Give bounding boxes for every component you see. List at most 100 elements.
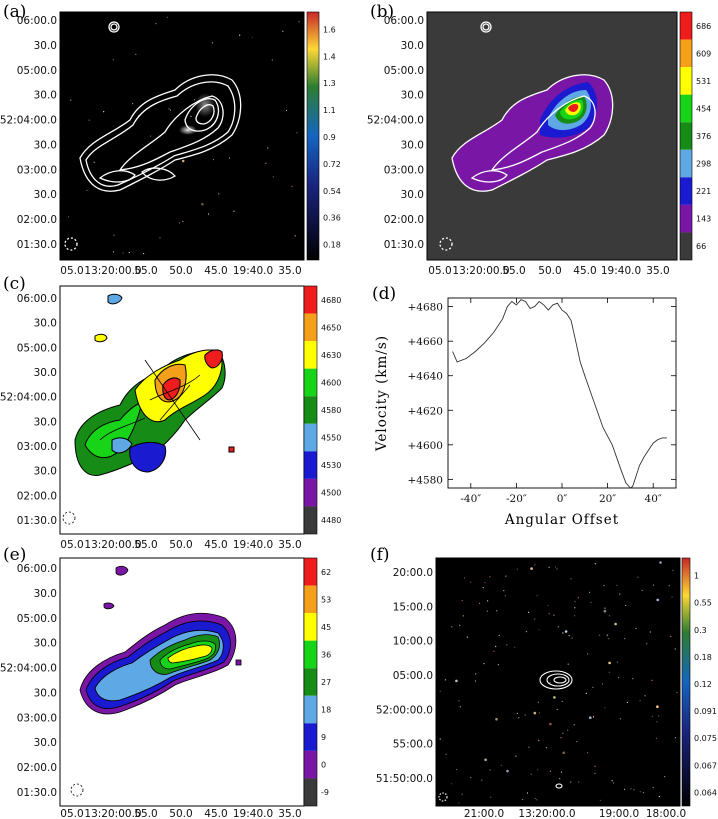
star-point: [475, 673, 477, 675]
star-point: [533, 711, 537, 715]
colorbar-segment: [304, 313, 317, 342]
star-point: [656, 705, 659, 708]
panel-label-e: (e): [3, 545, 27, 565]
y-tick-label: 03:00.0: [17, 164, 57, 176]
x-tick-label: 13:20:00.0: [452, 265, 509, 277]
colorbar-tick-label: 298: [696, 160, 711, 169]
star-point: [574, 615, 576, 617]
x-tick-label: 05.0: [60, 265, 83, 277]
x-tick-label: 40″: [645, 493, 662, 505]
panel-d-ylabel: Velocity (km/s): [374, 335, 390, 452]
y-tick-label: 01:30.0: [17, 515, 57, 527]
x-tick-label: 05.0: [60, 539, 83, 551]
star-point: [536, 595, 538, 597]
colorbar-segment: [304, 585, 317, 614]
star-point: [458, 802, 460, 804]
x-tick-label: 35.0: [278, 265, 301, 277]
star-point: [655, 737, 658, 739]
y-tick-label: 30.0: [34, 638, 57, 650]
colorbar-segment: [680, 232, 692, 260]
star-point: [181, 159, 185, 163]
y-tick-label: 30.0: [34, 189, 57, 201]
colorbar-segment: [304, 478, 317, 507]
colorbar-segment: [680, 12, 692, 40]
y-tick-label: 05:00.0: [17, 342, 57, 354]
star-point: [671, 596, 673, 598]
y-tick-label: 01:30.0: [17, 239, 57, 251]
star-point: [651, 679, 653, 681]
star-point: [534, 564, 536, 566]
star-point: [450, 783, 453, 785]
y-tick-label: 20:00.0: [393, 567, 433, 579]
star-point: [516, 568, 518, 570]
star-point: [539, 712, 541, 714]
star-point: [113, 234, 115, 236]
colorbar-segment: [304, 695, 317, 724]
y-tick-label: 30.0: [34, 139, 57, 151]
star-point: [632, 678, 634, 680]
star-point: [168, 108, 170, 110]
star-point: [503, 590, 505, 592]
y-tick-label: +4640: [407, 371, 443, 383]
colorbar-tick-label: 0.075: [694, 734, 717, 743]
panel-e: 62 53 45 36 27 18 9 0 -9 06:00.0 30.0 05:00.0 30.0 52…: [0, 557, 331, 819]
star-point: [150, 135, 152, 137]
y-tick-label: 06:00.0: [17, 15, 57, 27]
colorbar-tick-label: 0.067: [694, 761, 717, 770]
star-point: [179, 222, 181, 224]
colorbar-tick-label: 1.4: [323, 52, 336, 61]
colorbar-tick-label: 45: [321, 623, 331, 632]
star-point: [652, 584, 655, 586]
star-point: [623, 788, 626, 790]
panel-b: 686 609 531 454 376 298 221 143 66 06:00.0 30.0 05:…: [367, 11, 711, 277]
star-point: [155, 23, 157, 25]
x-tick-label: 05.0: [60, 808, 83, 819]
star-point: [128, 251, 130, 254]
colorbar-tick-label: 0.064: [694, 788, 717, 797]
colorbar-tick-label: 4530: [321, 461, 341, 470]
star-point: [614, 622, 617, 626]
x-tick-label: 19:40.0: [233, 265, 273, 277]
x-tick-label: 13:20:00.0: [84, 808, 141, 819]
star-point: [604, 607, 606, 609]
star-point: [537, 701, 540, 703]
x-tick-label: 0″: [557, 493, 568, 505]
star-point: [514, 646, 516, 648]
star-point: [67, 216, 70, 218]
star-point: [528, 611, 530, 613]
star-point: [265, 162, 267, 164]
y-tick-label: 30.0: [34, 318, 57, 330]
y-tick-label: +4660: [407, 336, 443, 348]
y-tick-label: 05:00.0: [384, 65, 424, 77]
star-point: [659, 561, 662, 564]
star-point: [594, 765, 596, 767]
star-point: [549, 770, 552, 772]
colorbar-segment: [680, 149, 692, 178]
star-point: [670, 635, 672, 638]
star-point: [490, 796, 492, 798]
x-tick-label: 55.0: [134, 265, 157, 277]
star-point: [545, 747, 548, 749]
y-tick-label: +4580: [407, 474, 443, 486]
star-point: [479, 602, 481, 604]
colorbar-tick-label: 4550: [321, 434, 341, 443]
star-point: [484, 582, 486, 584]
star-point: [658, 795, 660, 798]
star-point: [461, 793, 463, 795]
colorbar-tick-label: 0.72: [323, 160, 341, 169]
colorbar-tick-label: 609: [696, 49, 711, 58]
colorbar-segment: [304, 723, 317, 751]
star-point: [298, 21, 300, 23]
star-point: [538, 629, 540, 631]
star-point: [451, 626, 453, 628]
star-point: [505, 575, 507, 577]
star-point: [599, 799, 601, 802]
star-point: [613, 782, 615, 784]
star-point: [456, 768, 458, 771]
panel-f-image: [436, 558, 680, 806]
colorbar-segment: [304, 558, 317, 586]
x-tick-label: 18:00.0: [646, 808, 686, 819]
y-tick-label: 30.0: [401, 90, 424, 102]
y-tick-label: 03:00.0: [17, 712, 57, 724]
